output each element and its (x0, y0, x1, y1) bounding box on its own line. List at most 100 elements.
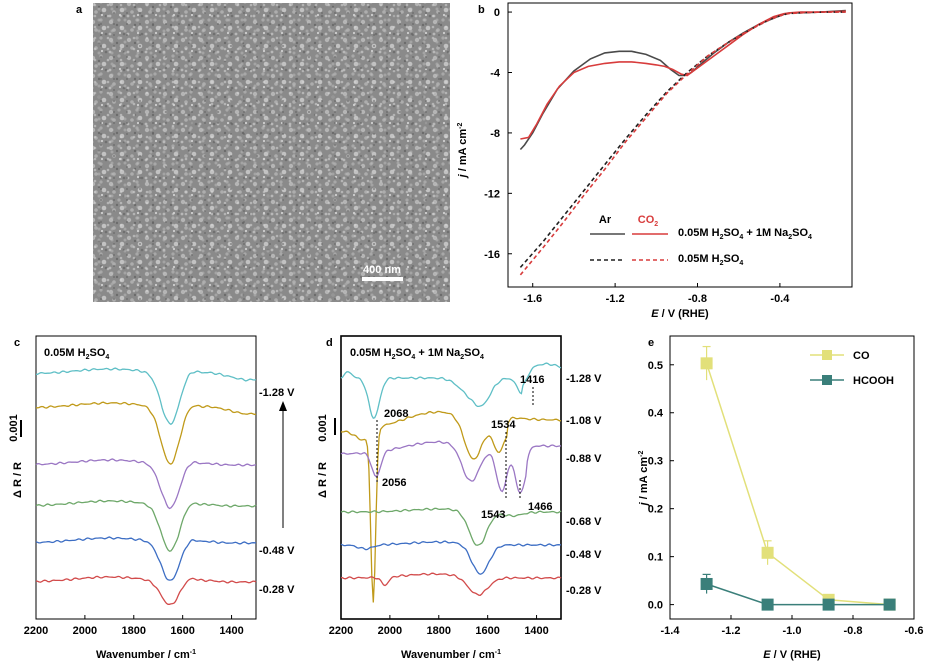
y-tick-label-e: 0.2 (648, 504, 663, 516)
legend-marker-co (822, 350, 832, 360)
x-tick-label-c: 1800 (122, 625, 146, 637)
y-axis-label-c: Δ R / R (12, 462, 24, 498)
x-tick-label-c: 2200 (24, 625, 48, 637)
spectra-d (340, 362, 562, 603)
x-tick-label-d: 2200 (329, 625, 353, 637)
annotation-2056: 2056 (382, 477, 406, 489)
axis-ticks-c: 2200 2000 1800 1600 1400 (24, 615, 244, 637)
title-d: 0.05M H2SO4 + 1M Na2SO4 (350, 347, 484, 361)
spectrum-d-0 (340, 362, 562, 419)
x-tick-label-d: 1800 (427, 625, 451, 637)
axis-ticks-b: -1.6 -1.2 -0.8 -0.4 0 -4 -8 -12 -16 (484, 7, 790, 305)
legend-b: Ar CO2 0.05M H2SO4 + 1M Na2SO4 0.05M H2S… (590, 214, 812, 267)
spectrum-c-5 (35, 575, 257, 605)
data-point-e-CO (761, 546, 774, 559)
scale-bar-label: 400 nm (363, 264, 401, 276)
y-tick-label-b: 0 (494, 7, 500, 19)
annotation-1416: 1416 (520, 374, 544, 386)
spectrum-c-4 (35, 536, 256, 581)
panel-a: a 400 nm (76, 3, 450, 302)
spectrum-d-5 (340, 572, 562, 596)
x-axis-label-c: Wavenumber / cm-1 (96, 649, 196, 661)
axis-ticks-e: -1.4 -1.2 -1.0 -0.8 -0.6 0.0 0.1 0.2 0.3 0.4 0.5 (648, 360, 924, 637)
legend-marker-hcooh (822, 375, 832, 385)
spectra-c (35, 367, 257, 605)
potential-label-d: -0.68 V (566, 516, 602, 528)
plot-frame-c (35, 335, 257, 620)
panel-b: b -1.6 -1.2 -0.8 -0.4 0 -4 -8 -12 -16 j / mA cm-… (457, 2, 853, 320)
y-tick-label-b: -4 (490, 67, 501, 79)
axis-ticks-d: 2200 2000 1800 1600 1400 (329, 615, 549, 637)
panel-d: d 0.05M H2SO4 + 1M Na2SO4 2200 2000 1800 16… (317, 335, 602, 661)
x-tick-label-d: 1400 (524, 625, 548, 637)
scale-bar (362, 277, 403, 281)
potential-label-d: -1.28 V (566, 373, 602, 385)
spectrum-c-1 (36, 401, 257, 465)
potential-arrow-head (279, 401, 287, 411)
x-axis-label-d: Wavenumber / cm-1 (401, 649, 501, 661)
potential-label-d: -0.28 V (566, 585, 602, 597)
y-tick-label-e: 0.5 (648, 360, 663, 372)
spectrum-d-2 (340, 440, 562, 494)
potential-label-c: -0.28 V (259, 584, 295, 596)
panel-e: e -1.4 -1.2 -1.0 -0.8 -0.6 0.0 0.1 0.2 0.3 0.4 0.5… (638, 335, 924, 661)
spectrum-d-1 (340, 410, 562, 603)
x-tick-label-e: -1.0 (783, 625, 802, 637)
annotation-1543: 1543 (481, 509, 505, 521)
annotation-1466: 1466 (528, 501, 552, 513)
annotation-2068: 2068 (384, 408, 408, 420)
x-tick-label-e: -0.8 (844, 625, 863, 637)
spectrum-d-4 (340, 540, 561, 575)
spectrum-d-3 (340, 507, 562, 546)
x-axis-label-b: E / V (RHE) (651, 308, 709, 320)
y-tick-label-b: -8 (490, 128, 500, 140)
x-tick-label-d: 1600 (475, 625, 499, 637)
potential-labels-c: -1.28 V -0.48 V -0.28 V (259, 387, 295, 596)
legend-col-ar: Ar (599, 214, 612, 226)
series-e (700, 345, 896, 611)
x-tick-label-b: -0.4 (770, 293, 790, 305)
spectrum-c-0 (36, 367, 257, 426)
scale-bar-label-c: 0.001 (8, 414, 20, 442)
y-axis-label-d: Δ R / R (317, 462, 329, 498)
panel-c: c 0.05M H2SO4 2200 2000 1800 1600 1400 -1.28… (8, 335, 295, 661)
spectrum-c-2 (35, 458, 257, 510)
panel-label-a: a (76, 4, 83, 16)
data-point-e-HCOOH (883, 598, 896, 611)
data-point-e-HCOOH (822, 598, 835, 611)
y-tick-label-e: 0.3 (648, 456, 663, 468)
plot-frame-d (340, 335, 562, 620)
annotation-1534: 1534 (491, 419, 516, 431)
series-line-e-HCOOH (706, 583, 890, 606)
y-axis-label-b: j / mA cm-2 (457, 123, 469, 180)
x-tick-label-d: 2000 (378, 625, 402, 637)
data-point-e-CO (700, 357, 713, 370)
legend-row2: 0.05M H2SO4 (678, 253, 743, 267)
legend-e: CO HCOOH (810, 350, 894, 387)
y-tick-label-e: 0.0 (648, 600, 663, 612)
potential-labels-d: -1.28 V -1.08 V -0.88 V -0.68 V -0.48 V -0.28… (566, 373, 602, 597)
potential-label-c: -1.28 V (259, 387, 295, 399)
legend-label-hcooh: HCOOH (853, 375, 894, 387)
series-line-e-CO (705, 363, 890, 606)
plot-frame-b (507, 2, 853, 288)
x-tick-label-c: 2000 (73, 625, 97, 637)
y-tick-label-b: -16 (484, 249, 500, 261)
x-tick-label-c: 1600 (170, 625, 194, 637)
spectrum-c-3 (35, 499, 257, 552)
x-tick-label-e: -1.2 (722, 625, 741, 637)
x-tick-label-e: -1.4 (661, 625, 681, 637)
potential-label-c: -0.48 V (259, 545, 295, 557)
panel-label-b: b (478, 4, 485, 16)
potential-label-d: -0.48 V (566, 549, 602, 561)
sem-texture (93, 3, 450, 302)
potential-label-d: -1.08 V (566, 415, 602, 427)
series-b (519, 9, 846, 276)
x-tick-label-e: -0.6 (905, 625, 924, 637)
data-point-e-HCOOH (761, 598, 774, 611)
x-tick-label-b: -1.6 (523, 293, 542, 305)
title-c: 0.05M H2SO4 (44, 347, 109, 361)
panel-label-e: e (648, 337, 654, 349)
potential-label-d: -0.88 V (566, 453, 602, 465)
